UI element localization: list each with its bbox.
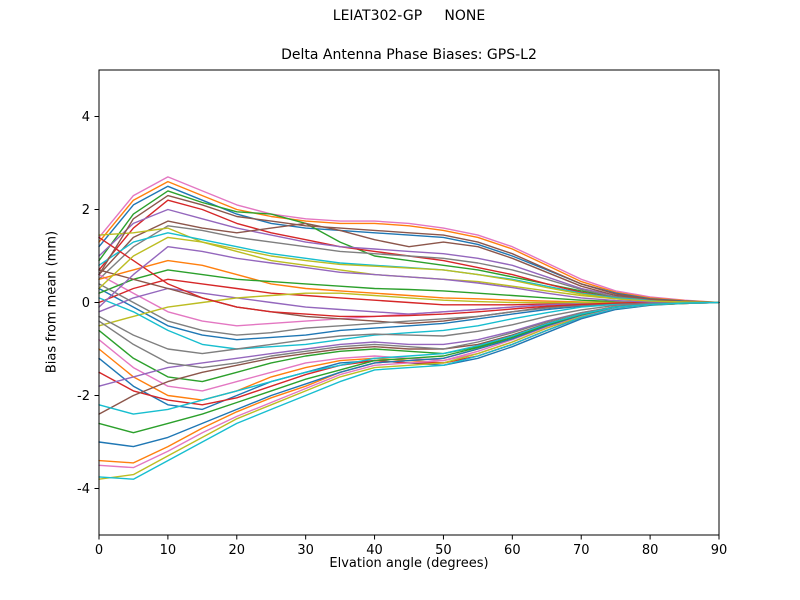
y-tick-label: 2 xyxy=(82,203,90,218)
series-line xyxy=(98,301,720,415)
series-line xyxy=(98,236,720,318)
x-tick-label: 50 xyxy=(435,543,452,558)
series-line xyxy=(98,301,720,480)
x-tick-label: 40 xyxy=(366,543,383,558)
series-line xyxy=(98,245,720,308)
y-tick-label: -2 xyxy=(77,389,90,404)
y-tick-label: 4 xyxy=(82,110,90,125)
x-tick-label: 90 xyxy=(711,543,728,558)
x-axis-label: Elvation angle (degrees) xyxy=(329,556,489,571)
chart-title: Delta Antenna Phase Biases: GPS-L2 xyxy=(281,47,537,63)
y-axis-label: Bias from mean (mm) xyxy=(44,230,60,374)
series-line xyxy=(98,236,720,304)
x-tick-label: 70 xyxy=(573,543,590,558)
x-tick-label: 80 xyxy=(642,543,659,558)
series-line xyxy=(98,176,720,304)
series-line xyxy=(98,194,720,304)
series-line xyxy=(98,225,720,304)
series-line xyxy=(98,301,720,480)
series-line xyxy=(98,297,720,350)
series-line xyxy=(98,185,720,304)
y-tick-label: 0 xyxy=(82,296,90,311)
series-line xyxy=(98,269,720,304)
x-tick-label: 10 xyxy=(160,543,177,558)
y-tick-label: -4 xyxy=(77,482,90,497)
series-line xyxy=(98,301,720,355)
x-tick-label: 20 xyxy=(229,543,246,558)
x-tick-label: 0 xyxy=(95,543,103,558)
suptitle: LEIAT302-GP NONE xyxy=(332,8,486,24)
series-line xyxy=(98,220,720,304)
series-line xyxy=(98,180,720,304)
x-tick-label: 30 xyxy=(297,543,314,558)
x-tick-label: 60 xyxy=(504,543,521,558)
